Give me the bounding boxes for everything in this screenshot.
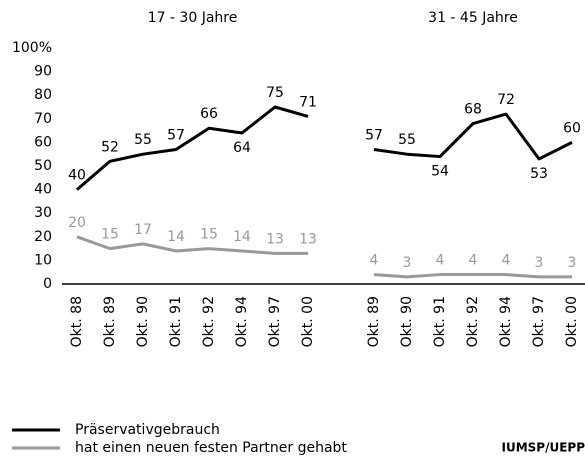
x-tick-label: Okt. 00 xyxy=(300,296,316,347)
data-label: 17 xyxy=(134,222,152,238)
data-label: 20 xyxy=(68,215,86,231)
y-tick-label: 30 xyxy=(34,205,52,221)
data-label: 15 xyxy=(101,227,119,243)
x-tick-label: Okt. 92 xyxy=(465,296,481,347)
y-tick-label: 100% xyxy=(12,40,52,56)
data-label: 4 xyxy=(502,253,511,269)
data-label: 3 xyxy=(403,255,412,271)
data-label: 3 xyxy=(535,255,544,271)
x-tick-label: Okt. 97 xyxy=(531,296,547,347)
x-tick-label: Okt. 00 xyxy=(564,296,580,347)
data-label: 66 xyxy=(200,106,218,122)
line xyxy=(373,112,573,161)
x-tick-label: Okt. 94 xyxy=(498,296,514,347)
data-label: 4 xyxy=(370,253,379,269)
data-label: 13 xyxy=(299,231,317,247)
data-label: 13 xyxy=(266,231,284,247)
data-label: 68 xyxy=(464,102,482,118)
data-label: 4 xyxy=(469,253,478,269)
x-tick-label: Okt. 92 xyxy=(201,296,217,347)
data-label: 14 xyxy=(167,229,185,245)
data-label: 3 xyxy=(568,255,577,271)
y-tick-label: 80 xyxy=(34,87,52,103)
group-title: 17 - 30 Jahre xyxy=(148,10,238,26)
y-tick-label: 70 xyxy=(34,111,52,127)
data-label: 4 xyxy=(436,253,445,269)
line xyxy=(373,273,572,279)
x-tick-label: Okt. 91 xyxy=(432,296,448,347)
data-label: 71 xyxy=(299,94,317,110)
data-label: 40 xyxy=(68,168,86,184)
data-label: 72 xyxy=(497,92,515,108)
data-label: 64 xyxy=(233,140,251,156)
y-tick-label: 90 xyxy=(34,64,52,80)
x-tick-label: Okt. 94 xyxy=(234,296,250,347)
data-label: 55 xyxy=(134,132,152,148)
data-label: 57 xyxy=(167,127,185,143)
data-label: 53 xyxy=(530,166,548,182)
data-label: 54 xyxy=(431,164,449,180)
legend-label: hat einen neuen festen Partner gehabt xyxy=(75,440,347,456)
x-tick-label: Okt. 91 xyxy=(168,296,184,347)
data-label: 55 xyxy=(398,132,416,148)
data-label: 52 xyxy=(101,139,119,155)
y-tick-label: 60 xyxy=(34,134,52,150)
data-label: 75 xyxy=(266,85,284,101)
y-tick-label: 40 xyxy=(34,182,52,198)
x-tick-label: Okt. 89 xyxy=(366,296,382,347)
data-label: 14 xyxy=(233,229,251,245)
legend-label: Präservativgebrauch xyxy=(75,422,220,438)
data-label: 60 xyxy=(563,120,581,136)
line xyxy=(76,105,309,191)
x-tick-label: Okt. 89 xyxy=(102,296,118,347)
data-label: 15 xyxy=(200,227,218,243)
y-tick-label: 50 xyxy=(34,158,52,174)
data-label: 57 xyxy=(365,127,383,143)
y-tick-label: 0 xyxy=(43,276,52,292)
source: IUMSP/UEPP xyxy=(501,441,585,455)
y-tick-label: 10 xyxy=(34,252,52,268)
x-tick-label: Okt. 97 xyxy=(267,296,283,347)
line xyxy=(76,235,308,255)
x-tick-label: Okt. 90 xyxy=(399,296,415,347)
x-tick-label: Okt. 88 xyxy=(69,296,85,347)
x-tick-label: Okt. 90 xyxy=(135,296,151,347)
y-tick-label: 20 xyxy=(34,229,52,245)
group-title: 31 - 45 Jahre xyxy=(428,10,518,26)
